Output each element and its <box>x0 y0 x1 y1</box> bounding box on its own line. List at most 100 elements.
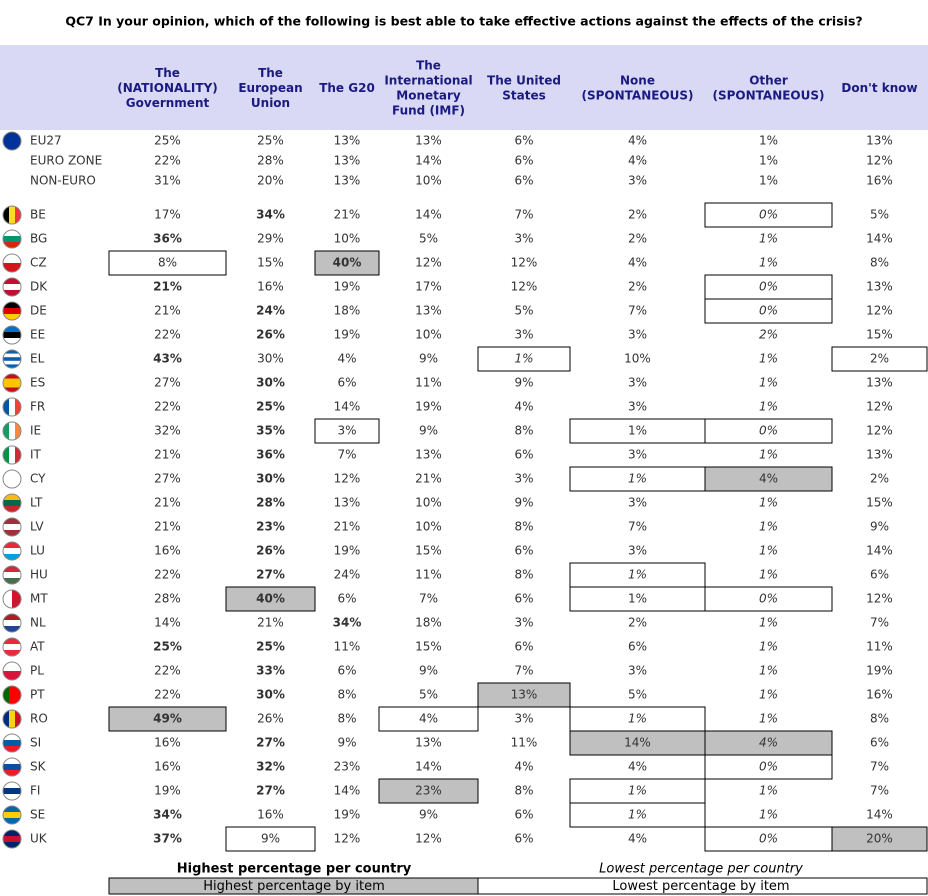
cell: 19% <box>415 400 442 414</box>
cell: 3% <box>628 400 647 414</box>
cell: 16% <box>866 688 893 702</box>
flag-rim <box>2 709 22 729</box>
flag <box>3 230 21 248</box>
legend-lowest-country: Lowest percentage per country <box>599 862 803 877</box>
highest-by-item-box <box>108 706 227 732</box>
cell: 10% <box>334 232 361 246</box>
cell: 27% <box>256 568 285 582</box>
cell: 4% <box>628 832 647 846</box>
flag-stripe <box>3 572 21 579</box>
cell: 3% <box>628 664 647 678</box>
cell: 1% <box>759 808 778 822</box>
flag-rim <box>2 445 22 465</box>
cell: 4% <box>514 760 533 774</box>
cell: 15% <box>866 496 893 510</box>
flag-stripe <box>3 332 21 339</box>
cell: 20% <box>866 832 893 846</box>
cell: 21% <box>415 472 442 486</box>
row-label: SE <box>30 808 45 822</box>
cell: 1% <box>759 544 778 558</box>
column-header: Don't know <box>841 81 917 95</box>
flag <box>3 518 21 536</box>
row-label: BG <box>30 232 47 246</box>
flag-stripe <box>3 740 21 747</box>
cell: 8% <box>337 688 356 702</box>
cell: 1% <box>759 232 778 246</box>
highest-by-item-box <box>225 586 316 612</box>
row-label: DK <box>30 280 48 294</box>
flag-stripe <box>3 548 21 555</box>
cell: 13% <box>334 134 361 148</box>
cell: 6% <box>514 134 533 148</box>
column-header: The G20 <box>319 81 375 95</box>
cell: 13% <box>415 134 442 148</box>
cell: 31% <box>154 174 181 188</box>
flag-stripe <box>3 836 21 843</box>
cell: 11% <box>511 736 538 750</box>
cell: 14% <box>415 208 442 222</box>
cell: 37% <box>153 832 182 846</box>
flag-stripe <box>9 206 16 224</box>
lowest-by-item-box <box>569 802 706 828</box>
flag-stripe <box>3 782 21 789</box>
cell: 21% <box>334 208 361 222</box>
cell: 3% <box>628 448 647 462</box>
cell: 12% <box>866 424 893 438</box>
flag-rim <box>2 349 22 369</box>
row-label: MT <box>30 592 48 606</box>
flag-rim <box>2 829 22 849</box>
cell: 19% <box>334 544 361 558</box>
cell: 12% <box>334 832 361 846</box>
cell: 11% <box>415 376 442 390</box>
cell: 7% <box>628 304 647 318</box>
flag-rim <box>2 541 22 561</box>
cell: 7% <box>514 664 533 678</box>
cell: 1% <box>759 496 778 510</box>
row-label: UK <box>30 832 48 846</box>
cell: 14% <box>866 808 893 822</box>
flag <box>3 758 21 776</box>
flag-stripe <box>15 710 21 728</box>
cell: 11% <box>866 640 893 654</box>
flag-stripe <box>3 818 21 824</box>
cell: 4% <box>628 760 647 774</box>
cell: 13% <box>511 688 538 702</box>
cell: 15% <box>257 256 284 270</box>
cell: 14% <box>866 544 893 558</box>
flag-stripe <box>3 378 21 384</box>
flag-stripe <box>3 812 21 819</box>
flag-stripe <box>3 263 21 272</box>
flag <box>3 542 21 560</box>
row-label: IE <box>30 424 41 438</box>
cell: 6% <box>337 664 356 678</box>
cell: 13% <box>415 736 442 750</box>
flag-rim <box>2 589 22 609</box>
cell: 40% <box>256 592 285 606</box>
flag-stripe <box>3 794 21 800</box>
cell: 6% <box>337 592 356 606</box>
cell: 4% <box>628 256 647 270</box>
cell: 6% <box>628 640 647 654</box>
row-label: HU <box>30 568 48 582</box>
cell: 1% <box>759 712 778 726</box>
cell: 12% <box>511 280 538 294</box>
cell: 6% <box>514 154 533 168</box>
flag-rim <box>2 493 22 513</box>
cell: 24% <box>256 304 285 318</box>
cell: 22% <box>154 688 181 702</box>
cell: 0% <box>759 424 778 438</box>
cell: 14% <box>415 154 442 168</box>
row-label: FI <box>30 784 40 798</box>
flag-rim <box>2 229 22 249</box>
cell: 12% <box>415 256 442 270</box>
cell: 10% <box>415 174 442 188</box>
cell: 8% <box>870 712 889 726</box>
lowest-by-item-box <box>704 754 833 780</box>
cell: 21% <box>257 616 284 630</box>
cell: 3% <box>628 174 647 188</box>
cell: 17% <box>154 208 181 222</box>
cell: 4% <box>759 472 778 486</box>
cell: 26% <box>256 328 285 342</box>
flag <box>3 470 21 488</box>
flag <box>3 398 21 416</box>
